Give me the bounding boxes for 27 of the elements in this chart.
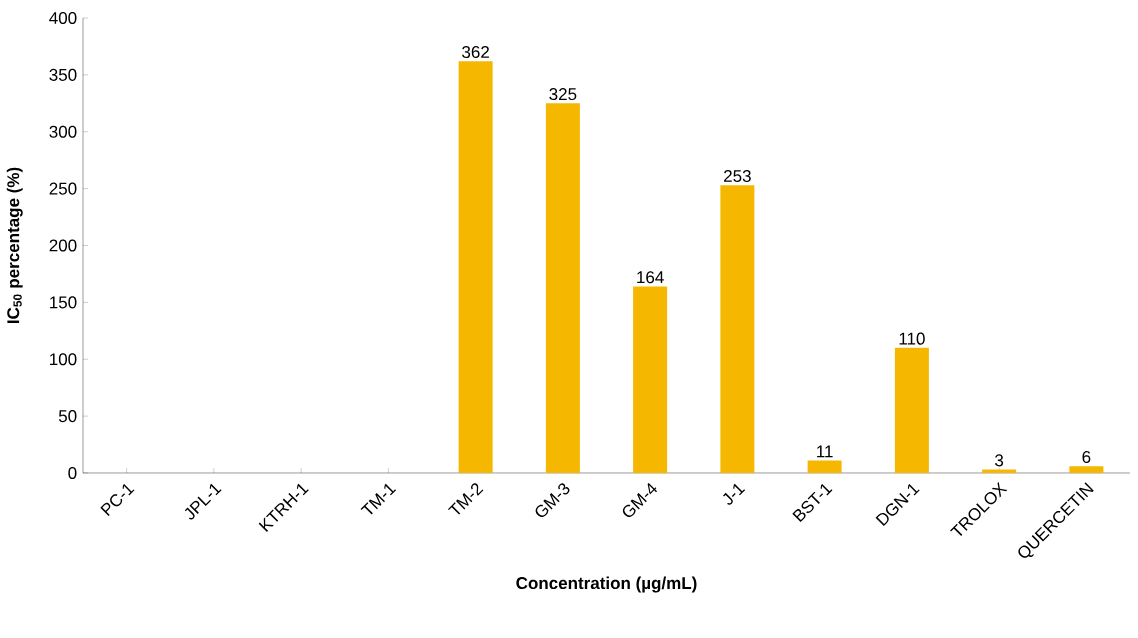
data-label: 110	[899, 332, 925, 345]
y-tick-label: 350	[49, 68, 77, 81]
y-tick-label: 300	[49, 125, 77, 138]
bar	[1069, 466, 1104, 473]
data-label: 253	[724, 169, 751, 183]
y-axis-title: IC$_{50}$ percentage (%)	[6, 167, 23, 324]
x-tick-label: J-1	[723, 483, 746, 505]
bar	[894, 347, 929, 473]
data-label: 11	[817, 445, 833, 458]
bar	[633, 286, 668, 473]
y-tick-label: 150	[50, 296, 77, 309]
y-tick-label: 50	[58, 410, 77, 423]
bar	[545, 103, 580, 473]
y-tick-label: 100	[50, 353, 77, 366]
data-label: 3	[995, 454, 1004, 467]
data-label: 6	[1082, 450, 1091, 463]
y-tick-label: 200	[49, 239, 77, 252]
bar	[720, 185, 755, 473]
data-label: 325	[549, 88, 577, 101]
data-label: 362	[462, 45, 489, 59]
data-label: 164	[637, 271, 664, 284]
bar	[458, 61, 493, 473]
y-tick-label: 0	[68, 466, 77, 480]
bar	[807, 460, 842, 473]
x-axis-title: Concentration (µg/mL)	[516, 576, 697, 593]
y-tick-label: 400	[49, 11, 77, 25]
y-tick-label: 250	[49, 182, 77, 195]
